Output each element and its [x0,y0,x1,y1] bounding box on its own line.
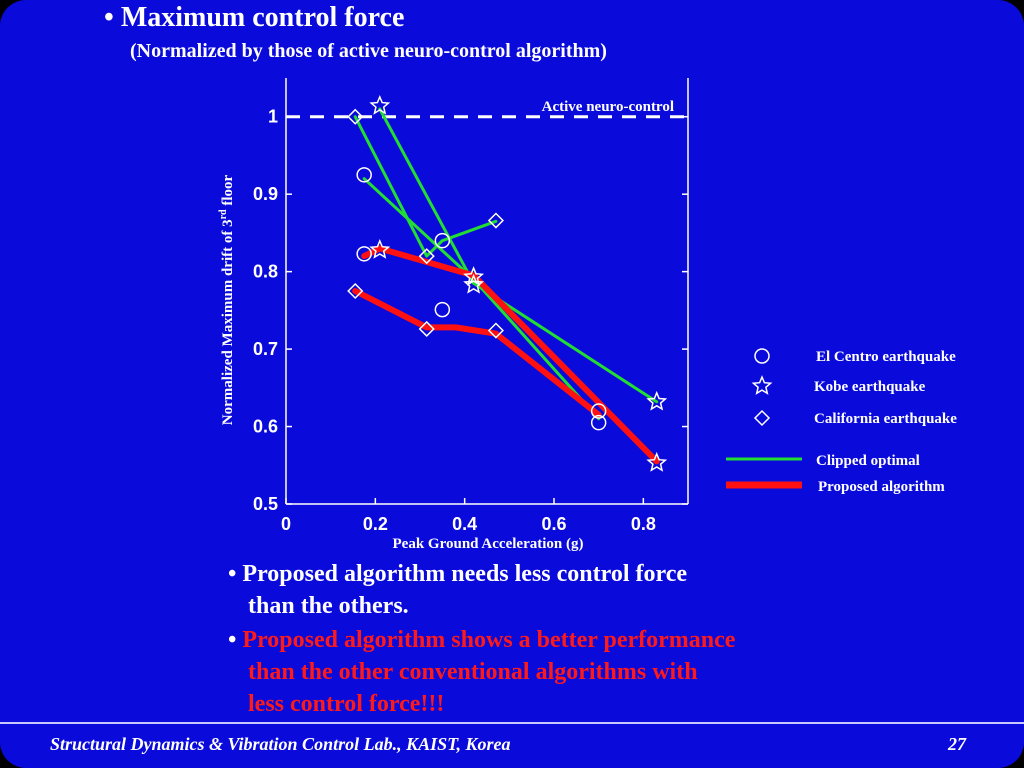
legend-label: Clipped optimal [816,453,920,469]
legend-diamond-icon [753,409,771,427]
x-tick-label: 0 [281,514,291,534]
y-tick-label: 0.5 [253,494,278,514]
note-2-line-1: Proposed algorithm shows a better perfor… [242,627,736,653]
legend-label: California earthquake [814,411,957,427]
y-tick-label: 1 [268,107,278,127]
clipped-optimal-line [353,115,498,258]
california-earthquake-marker [418,320,435,338]
x-tick-label: 0.8 [631,514,656,534]
y-axis-label-main: Normalized Maximum drift of 3 [220,219,236,425]
legend-label: El Centro earthquake [816,349,956,365]
legend-label: Proposed algorithm [818,479,945,495]
el-centro-earthquake-marker [434,232,451,249]
proposed-algorithm-line [361,245,660,465]
slide-title: • Maximum control force [104,2,405,33]
el-centro-earthquake-marker [590,414,607,431]
el-centro-earthquake-marker [356,246,372,262]
california-earthquake-marker [347,108,364,125]
legend: El Centro earthquake Kobe earthquake Calif… [726,348,957,495]
y-axis-label: Normalized Maximum drift of 3rd floor [218,174,236,425]
note-1: • Proposed algorithm needs less control … [228,558,687,622]
note-2-line-2: than the other conventional algorithms w… [248,659,698,685]
page-number: 27 [948,734,966,754]
kobe-earthquake-marker [646,451,668,472]
reference-line-label: Active neuro-control [542,99,674,115]
note-2-bullet: • [228,627,243,653]
kobe-earthquake-marker [369,94,391,115]
plot-area: 0.5 0.6 0.7 0.8 0.9 1 0 0.2 0.4 0.6 0.8 [253,78,689,534]
el-centro-earthquake-marker [434,301,451,318]
kobe-earthquake-marker [369,238,391,259]
kobe-earthquake-marker [463,273,485,294]
footer-divider [0,722,1024,724]
california-earthquake-marker [347,282,364,300]
slide-title-text: Maximum control force [120,2,405,33]
note-1-line-1: Proposed algorithm needs less control fo… [242,561,688,587]
slide-subtitle: (Normalized by those of active neuro-con… [130,40,607,62]
y-tick-label: 0.8 [253,262,278,282]
el-centro-earthquake-marker [356,167,372,183]
x-axis-label: Peak Ground Acceleration (g) [393,536,584,552]
y-tick-label: 0.9 [253,184,278,204]
x-tick-label: 0.4 [452,514,477,534]
kobe-earthquake-marker [463,266,485,286]
note-1-line-2: than the others. [248,593,409,619]
proposed-algorithm-line [352,288,602,418]
clipped-optimal-line [362,177,476,281]
legend-circle-icon [754,348,770,364]
y-axis-label-tail: floor [220,174,236,209]
y-tick-label: 0.7 [253,339,278,359]
legend-label: Kobe earthquake [814,379,926,395]
y-tick-label: 0.6 [253,417,278,437]
chart: 0.5 0.6 0.7 0.8 0.9 1 0 0.2 0.4 0.6 0.8 Normalized… [218,78,957,552]
y-axis-label-sup: rd [218,209,229,219]
note-1-bullet: • [228,561,243,587]
note-2-line-3: less control force!!! [248,691,445,717]
kobe-earthquake-marker [646,390,668,411]
california-earthquake-marker [487,212,504,229]
california-earthquake-marker [487,322,504,339]
el-centro-earthquake-marker [590,403,607,419]
clipped-optimal-line [378,107,476,285]
legend-star-icon [751,375,773,395]
california-earthquake-marker [418,248,435,265]
x-tick-label: 0.6 [541,514,566,534]
x-tick-label: 0.2 [363,514,388,534]
footer-lab: Structural Dynamics & Vibration Control … [50,734,511,754]
note-2: • Proposed algorithm shows a better perf… [228,624,735,720]
